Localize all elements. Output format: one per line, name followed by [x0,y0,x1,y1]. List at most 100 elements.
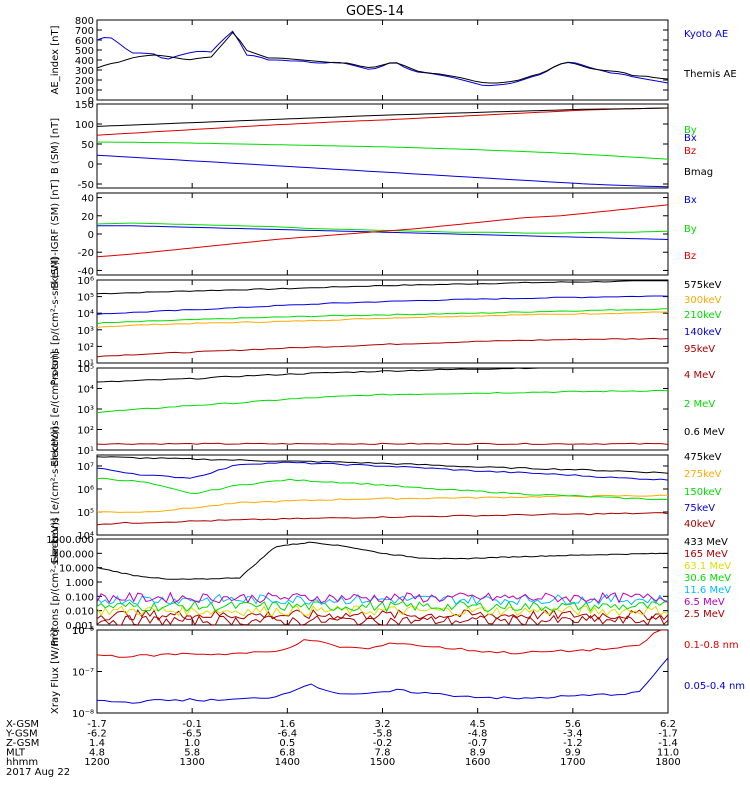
y-tick-label: 10⁵ [77,293,94,304]
y-tick-label: 10³ [77,405,94,416]
panel-frame [96,19,669,101]
panel-frame [96,367,669,451]
y-tick-label: 10⁴ [77,309,94,320]
legend-entry: Kyoto AE [684,29,728,40]
x-tick-label: -1.2 [563,738,583,749]
x-tick-label: 5.8 [184,748,200,759]
legend-entry: 63.1 MeV [684,561,731,572]
x-tick-label: 3.2 [375,719,391,730]
legend-entry: 40keV [684,519,715,530]
series-line-0-05-0-4-nm [97,657,668,704]
x-tick-label: 1.4 [89,738,105,749]
x-row-label: Z-GSM [6,738,39,749]
y-axis-label: Electrons [e/(cm²-s-sr)] [50,351,61,467]
legend-entry: 575keV [684,280,722,291]
legend-entry: 140keV [684,327,722,338]
series-line-433-mev [97,541,668,580]
legend-entry: 4 MeV [684,370,715,381]
x-tick-label: 1800 [655,757,680,768]
series-line-bz [97,204,668,258]
legend-entry: 300keV [684,295,722,306]
panel-7: 0.001 0.010 0.100 1.000 10.000 100.000 1000.00… [46,518,731,646]
y-tick-label: 10³ [77,326,94,337]
series-line-300kev [97,311,668,328]
legend-entry: 75keV [684,503,715,514]
y-tick-label: 0 [88,96,94,107]
y-tick-label: 10.000 [59,564,94,575]
y-tick-label: 10⁻⁶ [72,626,94,637]
legend-entry: 2.5 MeV [684,609,725,620]
legend-entry: 2 MeV [684,399,715,410]
panel-3: -40 -20 0 20 40 B (SM)-IGRF (SM) [nT] Bx By Bz [50,179,697,288]
legend-entry: 0.1-0.8 nm [684,640,739,651]
y-tick-label: 100 [75,120,94,131]
y-tick-label: -40 [78,266,94,277]
legend-entry: Bx [684,195,697,206]
legend-entry: 0.05-0.4 nm [684,681,745,692]
x-tick-label: 1200 [84,757,109,768]
x-tick-label: 1500 [370,757,395,768]
y-tick-label: 10⁻⁷ [72,668,94,679]
y-tick-label: 40 [81,194,94,205]
x-tick-label: -1.4 [658,738,678,749]
x-tick-label: 1400 [275,757,300,768]
y-tick-label: 10⁻⁸ [72,709,94,720]
x-row-label: Y-GSM [5,729,38,740]
y-tick-label: 10⁻⁵ [72,626,94,637]
legend-entry: 275keV [684,469,722,480]
y-tick-label: 20 [81,212,94,223]
legend-entry: 6.5 MeV [684,597,725,608]
y-tick-label: 100 [75,86,94,97]
x-tick-label: -0.2 [373,738,393,749]
y-tick-label: 600 [75,36,94,47]
series-line-150kev [97,477,668,501]
y-tick-label: 800 [75,16,94,27]
legend-entry: 95keV [684,344,715,355]
x-tick-label: -6.2 [87,729,107,740]
panel-8: 10⁻⁸ 10⁻⁷ 10⁻⁶10⁻⁵ Xray Flux [W/m²] 0.1-0.8 … [50,626,745,720]
series-line-2-mev [97,389,668,414]
y-tick-label: 1000.000 [46,535,94,546]
x-tick-label: 5.6 [565,719,581,730]
series-line-63-1-mev [97,604,668,617]
y-tick-label: 10¹ [77,446,94,457]
x-row-label: MLT [6,748,26,759]
series-line-bx [97,154,668,188]
series-line-0-1-0-8-nm [97,630,668,658]
x-tick-label: 1700 [560,757,585,768]
series-line-bmag [97,107,668,127]
legend-entry: By [684,224,697,235]
legend-entry: By [684,125,697,136]
y-tick-label: 0 [88,160,94,171]
x-tick-label: -0.1 [182,719,202,730]
panel-frame [96,279,669,364]
y-axis-label: Xray Flux [W/m²] [50,629,61,714]
y-tick-label: 10⁴ [77,531,94,542]
y-tick-label: 10⁷ [77,462,94,473]
x-tick-label: 4.5 [470,719,486,730]
y-tick-label: 10⁶ [77,485,94,496]
legend-entry: 30.6 MeV [684,573,731,584]
legend-entry: 475keV [684,452,722,463]
legend-entry: 0.6 MeV [684,427,725,438]
x-tick-label: 6.8 [279,748,295,759]
y-tick-label: 10⁶ [77,276,94,287]
legend-entry: 165 MeV [684,549,728,560]
series-line-11-6-mev [97,593,668,606]
series-line-210kev [97,308,668,325]
x-tick-label: 0.5 [279,738,295,749]
y-tick-label: 0.100 [65,592,94,603]
y-tick-label: 0.001 [65,621,94,632]
y-axis-label: Electrons [e/(cm²-s-sr-keV)] [50,426,61,563]
x-tick-label: -0.7 [468,738,488,749]
x-tick-label: -6.4 [278,729,298,740]
legend-entry: Bx [684,133,697,144]
series-line-6-5-mev [97,591,668,604]
legend-entry: 433 MeV [684,537,728,548]
y-tick-label: 1.000 [65,578,94,589]
y-tick-label: 700 [75,26,94,37]
y-tick-label: 10⁴ [77,385,94,396]
y-tick-label: 150 [75,100,94,111]
